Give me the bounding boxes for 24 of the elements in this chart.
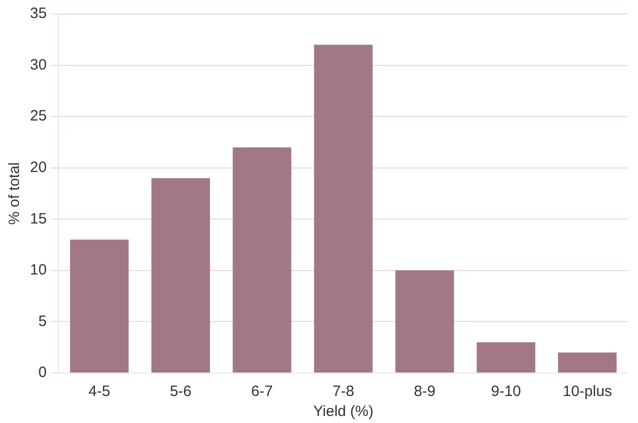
y-axis-title: % of total — [6, 162, 24, 225]
x-tick-label: 7-8 — [332, 383, 354, 400]
y-tick-label: 25 — [30, 108, 47, 125]
x-tick-label: 6-7 — [251, 383, 273, 400]
y-tick-label: 0 — [38, 364, 47, 382]
x-tick-label: 8-9 — [414, 383, 436, 400]
bar — [232, 147, 292, 372]
x-tick-label: 4-5 — [88, 383, 110, 400]
bar — [476, 342, 536, 372]
y-tick-label: 10 — [30, 262, 47, 279]
x-tick-label: 9-10 — [490, 383, 522, 400]
bar — [395, 270, 454, 372]
bar — [151, 178, 210, 372]
y-tick-label: 30 — [30, 56, 47, 74]
x-tick-label: 10-plus — [562, 383, 612, 400]
y-tick-label: 20 — [30, 159, 47, 176]
x-axis-title: Yield (%) — [313, 403, 374, 420]
bar — [70, 240, 129, 372]
y-tick-label: 15 — [30, 210, 47, 228]
bar — [558, 352, 617, 372]
bar — [314, 44, 373, 372]
y-tick-label: 35 — [30, 5, 47, 22]
y-tick-label: 5 — [38, 312, 47, 330]
x-tick-label: 5-6 — [170, 383, 192, 400]
